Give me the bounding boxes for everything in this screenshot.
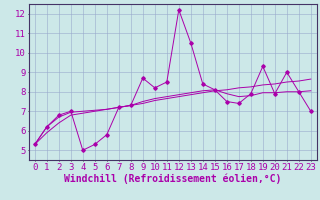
X-axis label: Windchill (Refroidissement éolien,°C): Windchill (Refroidissement éolien,°C) bbox=[64, 173, 282, 184]
